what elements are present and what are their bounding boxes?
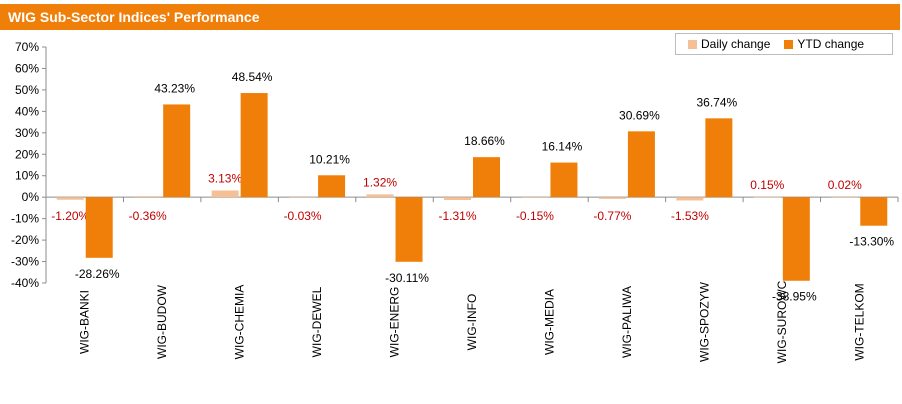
data-label-ytd: 30.69% [619,108,660,122]
bar-daily [753,196,781,198]
data-label-daily: -0.03% [284,209,322,223]
y-tick-label: -20% [11,233,39,247]
bar-daily [444,197,471,200]
y-tick-label: -30% [11,255,39,269]
y-tick-label: 30% [15,126,39,140]
y-tick-label: 70% [15,40,39,54]
y-tick-label: 40% [15,104,39,118]
category-label: WIG-TELKOM [852,283,866,360]
y-tick-label: -40% [11,276,39,290]
data-label-daily: 1.32% [363,175,397,189]
legend-label-daily: Daily change [701,37,771,51]
y-tick-label: -10% [11,212,39,226]
legend-item-daily: Daily change [688,37,770,51]
y-tick-label: 10% [15,169,39,183]
category-label: WIG-CHEMIA [233,285,247,360]
legend-item-ytd: YTD change [784,37,864,51]
data-label-ytd: -38.95% [772,290,817,304]
legend: Daily change YTD change [675,33,893,55]
data-label-ytd: 16.14% [542,140,583,154]
bar-daily [56,197,84,200]
category-label: WIG-PALIWA [620,286,634,358]
data-label-daily: -0.77% [593,209,631,223]
data-label-ytd: 43.23% [154,81,195,95]
bar-ytd [473,157,500,198]
data-label-ytd: -30.11% [385,271,429,285]
data-label-daily: 0.02% [828,178,862,192]
data-label-daily: -0.15% [516,209,554,223]
bar-daily [831,197,859,198]
data-label-daily: -1.20% [51,209,89,223]
bar-daily [211,190,239,198]
data-label-daily: 0.15% [750,178,784,192]
bar-ytd [395,197,423,262]
y-tick-label: 0% [22,190,40,204]
bar-ytd [550,162,578,198]
y-tick-label: 60% [15,61,39,75]
y-tick-label: 50% [15,83,39,97]
bar-ytd [85,197,113,258]
bar-daily [676,197,704,201]
bar-daily [289,197,317,198]
category-label: WIG-SUROWC [775,280,789,363]
legend-swatch-daily [688,39,697,49]
category-label: WIG-SPOZYW [697,281,711,362]
category-label: WIG-BANKI [78,290,92,354]
bar-ytd [782,197,810,281]
y-tick-label: 20% [15,147,39,161]
bar-ytd [705,118,733,198]
data-label-daily: -1.53% [671,209,709,223]
bar-daily [366,194,394,198]
category-label: WIG-BUDOW [155,284,169,359]
chart-title: WIG Sub-Sector Indices' Performance [0,4,900,30]
bar-ytd [627,131,655,198]
data-label-daily: -0.36% [129,209,167,223]
category-label: WIG-INFO [465,294,479,351]
bar-ytd [163,104,191,198]
data-label-ytd: 48.54% [232,70,273,84]
bar-ytd [318,175,346,198]
bar-daily [134,197,162,198]
legend-swatch-ytd [784,39,794,49]
data-label-ytd: -13.30% [849,235,894,249]
data-label-ytd: 36.74% [697,95,738,109]
legend-label-ytd: YTD change [797,37,865,51]
data-label-daily: -1.31% [438,209,476,223]
bar-ytd [860,197,888,226]
data-label-ytd: -28.26% [75,267,120,281]
data-label-ytd: 18.66% [464,134,505,148]
bar-daily [521,197,549,198]
category-label: WIG-MEDIA [542,289,556,355]
bar-daily [598,197,626,199]
data-label-ytd: 10.21% [309,152,350,166]
category-label: WIG-DEWEL [310,286,324,357]
data-label-daily: 3.13% [208,171,242,185]
category-label: WIG-ENERG [388,287,402,358]
bar-ytd [240,93,268,198]
